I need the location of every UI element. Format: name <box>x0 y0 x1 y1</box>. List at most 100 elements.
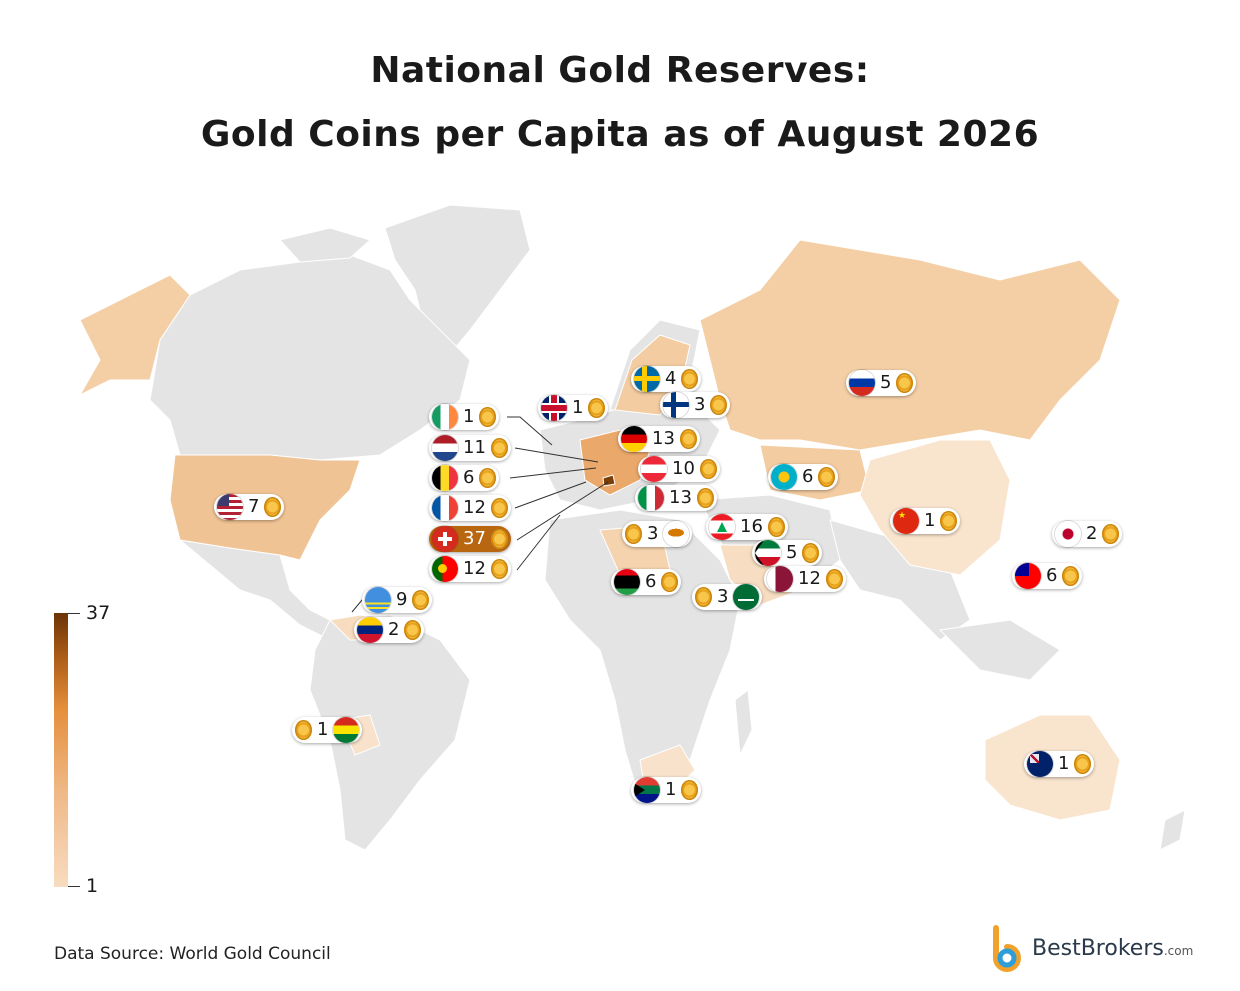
color-scale-bar <box>54 613 68 887</box>
land-mexico <box>178 539 341 641</box>
gold-coin-icon <box>490 498 508 518</box>
value-netherlands: 11 <box>463 437 486 458</box>
value-kuwait: 5 <box>786 542 798 563</box>
value-ireland: 1 <box>463 406 475 427</box>
gold-coin-icon <box>264 497 282 517</box>
aruba-flag <box>365 587 391 613</box>
gold-coin-icon <box>295 720 312 740</box>
pill-finland: 3 <box>660 392 731 418</box>
qatar-flag <box>767 566 793 592</box>
gold-coin-icon <box>896 373 914 393</box>
pill-italy: 13 <box>635 485 717 511</box>
gold-coin-icon <box>588 398 606 418</box>
gold-coin-icon <box>479 468 497 488</box>
gold-coin-icon <box>1062 566 1080 586</box>
libya-flag <box>614 569 640 595</box>
pill-russia: 5 <box>846 370 917 396</box>
legend-tick-max <box>68 613 80 614</box>
value-libya: 6 <box>645 571 657 592</box>
pill-china: ★ 1 <box>890 508 961 534</box>
pill-sweden: 4 <box>631 366 702 392</box>
gold-coin-icon <box>404 620 422 640</box>
france-flag <box>432 495 458 521</box>
land-south-america <box>309 614 471 851</box>
pill-netherlands: 11 <box>429 435 511 461</box>
venezuela-flag <box>357 617 383 643</box>
pill-uk: 1 <box>538 395 609 421</box>
value-japan: 2 <box>1086 523 1098 544</box>
bolivia-flag <box>333 717 360 743</box>
gold-coin-icon <box>767 517 785 537</box>
leader-portugal <box>516 514 561 571</box>
pill-belgium: 6 <box>429 465 500 491</box>
cyprus-flag <box>663 521 690 547</box>
value-belgium: 6 <box>463 467 475 488</box>
australia-flag <box>1027 751 1053 777</box>
value-switzerland: 37 <box>463 528 486 549</box>
logo-name: BestBrokers <box>1032 935 1164 961</box>
leader-switzerland <box>516 481 609 541</box>
pill-south-africa: 1 <box>631 777 702 803</box>
value-italy: 13 <box>669 487 692 508</box>
pill-france: 12 <box>429 495 511 521</box>
land-arctic-islands <box>279 227 371 263</box>
pill-qatar: 12 <box>764 566 846 592</box>
gold-coin-icon <box>681 369 699 389</box>
value-finland: 3 <box>694 394 706 415</box>
bestbrokers-logo-icon <box>993 925 1021 972</box>
value-south-africa: 1 <box>665 779 677 800</box>
leader-ireland <box>507 416 553 446</box>
value-austria: 10 <box>672 458 695 479</box>
gold-coin-icon <box>825 569 843 589</box>
gold-coin-icon <box>1102 524 1120 544</box>
finland-flag <box>663 392 689 418</box>
pill-switzerland: 37 <box>429 526 511 552</box>
legend-max-label: 37 <box>86 602 111 624</box>
kazakhstan-flag <box>771 464 797 490</box>
south-africa-flag <box>634 777 660 803</box>
gold-coin-icon <box>1074 754 1092 774</box>
value-venezuela: 2 <box>388 619 400 640</box>
pill-kazakhstan: 6 <box>768 464 839 490</box>
ireland-flag <box>432 404 458 430</box>
pill-lebanon: 16 <box>706 514 788 540</box>
lebanon-flag <box>709 514 735 540</box>
pill-cyprus: 3 <box>622 521 693 547</box>
gold-coin-icon <box>479 407 497 427</box>
bestbrokers-logo: BestBrokers.com <box>988 924 1193 972</box>
value-aruba: 9 <box>396 589 408 610</box>
pill-kuwait: 5 <box>752 540 823 566</box>
leader-netherlands <box>514 447 599 463</box>
gold-coin-icon <box>818 467 836 487</box>
netherlands-flag <box>432 435 458 461</box>
gold-coin-icon <box>699 459 717 479</box>
austria-flag <box>641 456 667 482</box>
pill-usa: 7 <box>214 494 285 520</box>
title-line-1: National Gold Reserves: <box>370 50 870 91</box>
pill-japan: 2 <box>1052 521 1123 547</box>
title-line-2: Gold Coins per Capita as of August 2026 <box>200 114 1040 155</box>
land-madagascar <box>734 689 753 757</box>
gold-coin-icon <box>490 559 508 579</box>
region-russia <box>699 239 1121 451</box>
land-new-zealand <box>1159 809 1186 851</box>
data-source: Data Source: World Gold Council <box>54 944 331 964</box>
belgium-flag <box>432 465 458 491</box>
value-portugal: 12 <box>463 558 486 579</box>
russia-flag <box>849 370 875 396</box>
kuwait-flag <box>755 540 781 566</box>
gold-coin-icon <box>679 429 697 449</box>
gold-coin-icon <box>940 511 958 531</box>
value-australia: 1 <box>1058 753 1070 774</box>
pill-bolivia: 1 <box>292 717 363 743</box>
pill-libya: 6 <box>611 569 682 595</box>
value-bolivia: 1 <box>317 719 329 740</box>
value-germany: 13 <box>652 428 675 449</box>
value-saudi-arabia: 3 <box>717 586 729 607</box>
pill-germany: 13 <box>618 426 700 452</box>
gold-coin-icon <box>681 780 699 800</box>
pill-australia: 1 <box>1024 751 1095 777</box>
value-sweden: 4 <box>665 368 677 389</box>
region-china <box>859 439 1011 576</box>
germany-flag <box>621 426 647 452</box>
